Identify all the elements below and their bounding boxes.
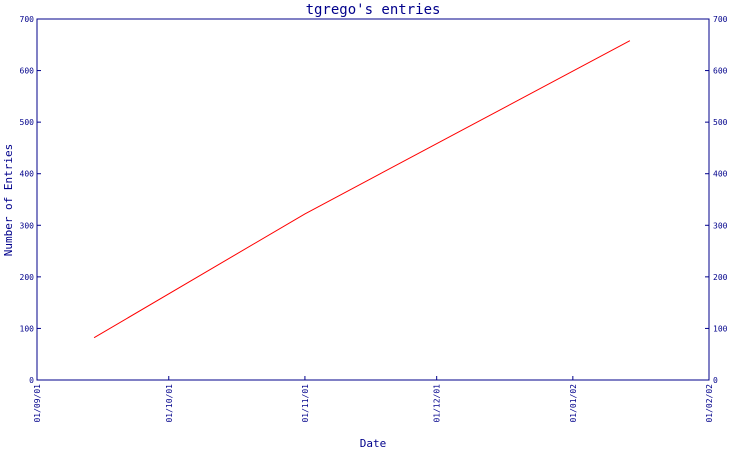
y-tick-label-right: 700 xyxy=(713,15,728,24)
y-tick-label-left: 600 xyxy=(20,67,35,76)
y-tick-label-left: 300 xyxy=(20,221,35,230)
y-tick-label-right: 600 xyxy=(713,67,728,76)
x-tick-label: 01/01/02 xyxy=(569,384,578,423)
y-tick-label-left: 200 xyxy=(20,273,35,282)
x-axis-label: Date xyxy=(360,437,387,450)
chart-title: tgrego's entries xyxy=(306,2,441,18)
x-tick-label: 01/11/01 xyxy=(301,384,310,423)
x-tick-label: 01/09/01 xyxy=(33,384,42,423)
y-axis-label: Number of Entries xyxy=(2,144,15,257)
y-tick-label-left: 400 xyxy=(20,170,35,179)
y-tick-label-right: 400 xyxy=(713,170,728,179)
y-tick-label-left: 100 xyxy=(20,324,35,333)
y-tick-label-right: 200 xyxy=(713,273,728,282)
y-tick-label-right: 0 xyxy=(713,376,718,385)
series-line xyxy=(93,40,631,339)
y-tick-label-left: 700 xyxy=(20,15,35,24)
y-tick-label-right: 300 xyxy=(713,221,728,230)
y-tick-label-right: 500 xyxy=(713,118,728,127)
y-tick-label-left: 500 xyxy=(20,118,35,127)
y-tick-label-right: 100 xyxy=(713,324,728,333)
series-layer xyxy=(93,40,631,339)
axes-layer: 0 0 100 100 200 200 300 300 400 400 500 500 600 600 70… xyxy=(20,15,728,423)
x-tick-label: 01/02/02 xyxy=(705,384,714,423)
plot-frame xyxy=(36,18,710,381)
y-tick-label-left: 0 xyxy=(29,376,34,385)
x-tick-label: 01/10/01 xyxy=(165,384,174,423)
x-tick-label: 01/12/01 xyxy=(433,384,442,423)
